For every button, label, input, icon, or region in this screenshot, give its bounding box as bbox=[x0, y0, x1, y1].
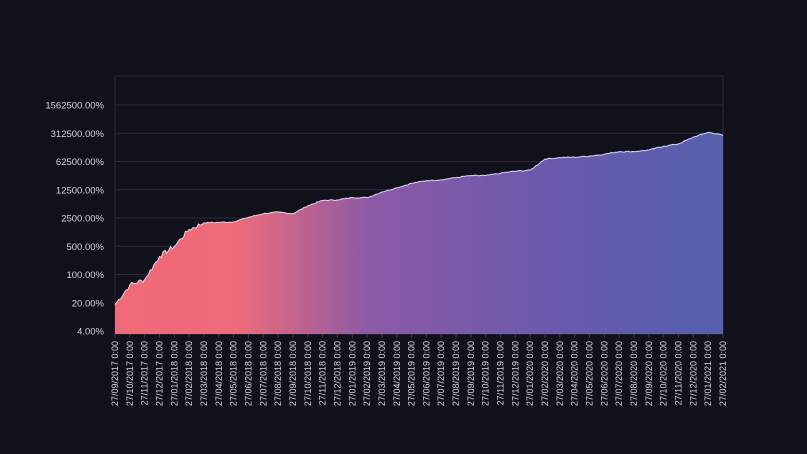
x-axis-ticks: 27/09/2017 0:00 27/10/2017 0:00 27/11/2017… bbox=[110, 334, 728, 406]
x-tick-label: 27/05/2018 0:00 bbox=[229, 341, 239, 406]
x-tick-label: 27/07/2019 0:00 bbox=[436, 341, 446, 406]
x-tick-label: 27/05/2020 0:00 bbox=[585, 341, 595, 406]
x-tick-label: 27/12/2020 0:00 bbox=[688, 341, 698, 406]
x-tick-label: 27/03/2020 0:00 bbox=[555, 341, 565, 406]
x-tick-label: 27/07/2020 0:00 bbox=[614, 341, 624, 406]
x-tick-label: 27/04/2019 0:00 bbox=[392, 341, 402, 406]
y-tick-label: 312500.00% bbox=[51, 129, 105, 140]
x-tick-label: 27/01/2020 0:00 bbox=[525, 341, 535, 406]
x-tick-label: 27/10/2020 0:00 bbox=[659, 341, 669, 406]
x-tick-label: 27/11/2019 0:00 bbox=[496, 341, 506, 405]
x-tick-label: 27/02/2020 0:00 bbox=[540, 341, 550, 406]
x-tick-label: 27/08/2018 0:00 bbox=[273, 341, 283, 406]
x-tick-label: 27/09/2017 0:00 bbox=[110, 341, 120, 406]
x-tick-label: 27/09/2018 0:00 bbox=[288, 341, 298, 406]
x-tick-label: 27/03/2019 0:00 bbox=[377, 341, 387, 406]
x-tick-label: 27/07/2018 0:00 bbox=[258, 341, 268, 406]
x-tick-label: 27/08/2020 0:00 bbox=[629, 341, 639, 406]
x-tick-label: 27/09/2020 0:00 bbox=[644, 341, 654, 406]
y-tick-label: 4.00% bbox=[77, 327, 104, 338]
x-tick-label: 27/02/2019 0:00 bbox=[362, 341, 372, 406]
x-tick-label: 27/05/2019 0:00 bbox=[407, 341, 417, 406]
x-tick-label: 27/01/2018 0:00 bbox=[169, 341, 179, 406]
y-tick-label: 62500.00% bbox=[56, 157, 105, 168]
x-tick-label: 27/11/2018 0:00 bbox=[318, 341, 328, 405]
y-tick-label: 2500.00% bbox=[61, 214, 104, 225]
y-tick-label: 500.00% bbox=[66, 242, 104, 253]
x-tick-label: 27/06/2020 0:00 bbox=[599, 341, 609, 406]
x-tick-label: 27/01/2021 0:00 bbox=[703, 341, 713, 406]
x-tick-label: 27/06/2019 0:00 bbox=[421, 341, 431, 406]
y-tick-label: 12500.00% bbox=[56, 185, 105, 196]
y-tick-label: 100.00% bbox=[66, 270, 104, 281]
x-tick-label: 27/04/2018 0:00 bbox=[214, 341, 224, 406]
x-tick-label: 27/12/2018 0:00 bbox=[332, 341, 342, 406]
x-tick-label: 27/09/2019 0:00 bbox=[466, 341, 476, 406]
x-tick-label: 27/12/2019 0:00 bbox=[510, 341, 520, 406]
y-tick-label: 1562500.00% bbox=[45, 101, 104, 112]
x-tick-label: 27/10/2019 0:00 bbox=[481, 341, 491, 406]
y-axis-ticks: 4.00% 20.00% 100.00% 500.00% 2500.00% 12500.0… bbox=[45, 101, 104, 338]
x-tick-label: 27/01/2019 0:00 bbox=[347, 341, 357, 406]
x-tick-label: 27/11/2020 0:00 bbox=[674, 341, 684, 405]
x-tick-label: 27/10/2018 0:00 bbox=[303, 341, 313, 406]
y-tick-label: 20.00% bbox=[72, 298, 105, 309]
x-tick-label: 27/04/2020 0:00 bbox=[570, 341, 580, 406]
series-line bbox=[114, 131, 724, 305]
series-area bbox=[115, 132, 723, 334]
x-tick-label: 27/11/2017 0:00 bbox=[140, 341, 150, 405]
x-tick-label: 27/03/2018 0:00 bbox=[199, 341, 209, 406]
x-tick-label: 27/08/2019 0:00 bbox=[451, 341, 461, 406]
x-tick-label: 27/12/2017 0:00 bbox=[154, 341, 164, 406]
x-tick-label: 27/02/2021 0:00 bbox=[718, 341, 728, 406]
x-tick-label: 27/06/2018 0:00 bbox=[243, 341, 253, 406]
x-tick-label: 27/10/2017 0:00 bbox=[125, 341, 135, 406]
x-tick-label: 27/02/2018 0:00 bbox=[184, 341, 194, 406]
